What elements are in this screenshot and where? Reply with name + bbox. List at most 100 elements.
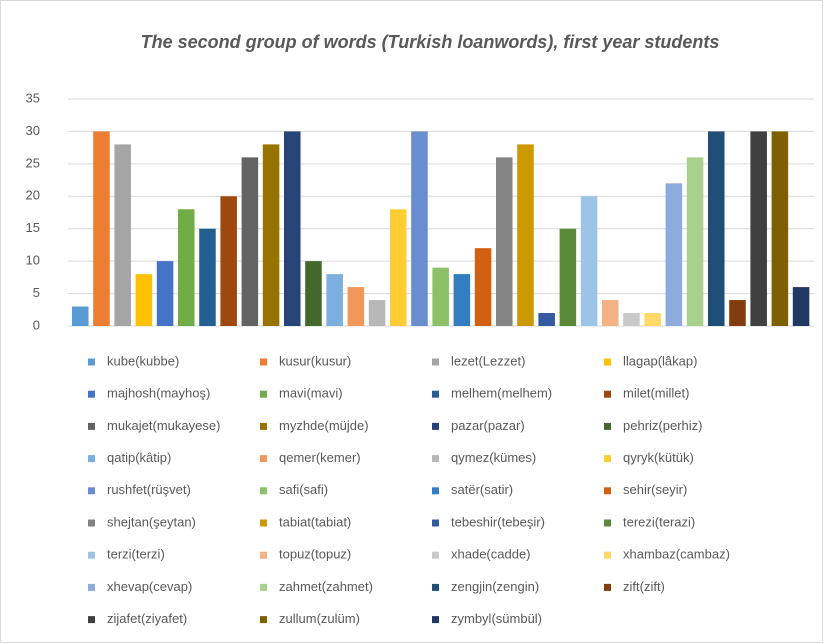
legend-label: qemer(kemer) [279,450,361,465]
bar [792,287,810,326]
legend-swatch [604,487,611,495]
legend-swatch [432,583,439,591]
bar [538,313,555,326]
legend-swatch [432,390,439,398]
legend-swatch [88,519,95,527]
bar [178,209,195,326]
legend-swatch [88,390,95,398]
bar [199,228,216,326]
bar [453,274,471,326]
legend-swatch [432,551,439,559]
bar [474,248,492,326]
legend-label: myzhde(müjde) [279,418,369,433]
legend-swatch [88,583,95,591]
legend-swatch [432,422,439,430]
legend-label: llagap(lâkap) [623,353,697,368]
bar [771,131,789,326]
y-tick-label: 0 [33,317,40,332]
legend-swatch [260,390,267,398]
bar [368,300,386,326]
y-tick-label: 10 [26,253,40,268]
legend-label: pazar(pazar) [451,418,525,433]
legend-label: zullum(zulüm) [279,611,360,626]
legend-swatch [604,551,611,559]
bar [496,157,513,326]
bar [114,144,131,326]
chart-title: The second group of words (Turkish loanw… [140,32,720,52]
legend-swatch [260,616,267,624]
legend-swatch [604,455,611,463]
legend-label: shejtan(şeytan) [107,514,196,529]
bar [156,261,174,326]
legend-label: xhambaz(cambaz) [623,547,730,562]
legend-swatch [604,358,611,366]
legend-label: qatip(kâtip) [107,450,171,465]
legend-label: milet(millet) [623,386,689,401]
legend-label: tabiat(tabiat) [279,514,351,529]
legend-label: zengjin(zengin) [451,579,539,594]
legend-swatch [604,390,611,398]
y-tick-label: 5 [33,285,40,300]
legend-swatch [432,616,439,624]
legend-label: majhosh(mayhoş) [107,386,210,401]
bar [623,313,640,326]
legend-label: topuz(topuz) [279,547,351,562]
legend-label: lezet(Lezzet) [451,353,525,368]
bar [390,209,407,326]
legend-swatch [88,551,95,559]
bar [665,183,683,326]
bar [262,144,280,326]
legend-label: terezi(terazi) [623,514,695,529]
bar [580,196,598,326]
legend-label: zahmet(zahmet) [279,579,373,594]
bar [750,131,767,326]
legend-label: mukajet(mukayese) [107,418,220,433]
bar [602,300,619,326]
y-tick-label: 35 [26,90,40,105]
y-tick-label: 15 [26,220,40,235]
legend-swatch [432,519,439,527]
y-tick-label: 25 [26,155,40,170]
legend-swatch [88,358,95,366]
bar [644,313,661,326]
legend-swatch [88,422,95,430]
legend-label: xhade(cadde) [451,547,531,562]
bar [220,196,237,326]
legend-swatch [604,583,611,591]
legend-swatch [260,519,267,527]
legend-swatch [260,455,267,463]
legend-swatch [260,358,267,366]
legend-swatch [432,358,439,366]
bar [686,157,704,326]
legend-swatch [88,455,95,463]
legend-swatch [88,487,95,495]
legend-label: tebeshir(tebeşir) [451,514,545,529]
legend-label: zymbyl(sümbül) [451,611,542,626]
legend-swatch [604,519,611,527]
bar [305,261,322,326]
legend-swatch [260,487,267,495]
legend-label: rushfet(rüşvet) [107,482,191,497]
legend-label: kube(kubbe) [107,353,179,368]
bar [347,287,365,326]
legend-swatch [432,487,439,495]
legend-label: sehir(seyir) [623,482,687,497]
bar [411,131,428,326]
bar [284,131,301,326]
legend-label: xhevap(cevap) [107,579,192,594]
legend-swatch [260,583,267,591]
legend-label: pehriz(perhiz) [623,418,702,433]
bar [135,274,153,326]
bar [72,306,89,326]
legend-label: qymez(kümes) [451,450,536,465]
legend-swatch [260,422,267,430]
legend-label: terzi(terzi) [107,547,165,562]
legend-swatch [88,616,95,624]
legend-label: melhem(melhem) [451,386,552,401]
bar [432,267,449,326]
legend-label: satër(satir) [451,482,513,497]
bar [93,131,110,326]
legend-swatch [260,551,267,559]
